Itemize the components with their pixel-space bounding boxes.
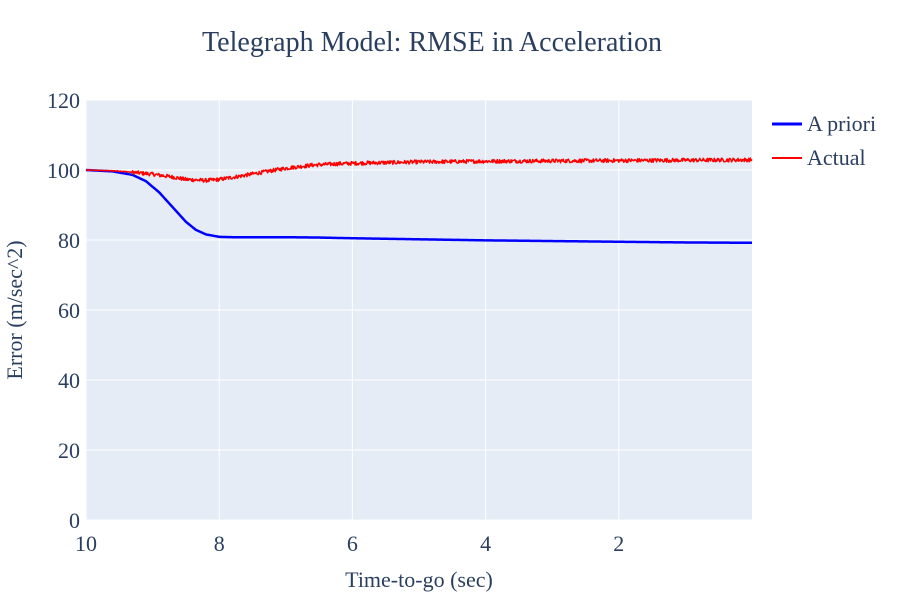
y-tick-label: 40 [58, 368, 80, 393]
x-tick-label: 4 [480, 531, 491, 556]
y-tick-label: 120 [47, 88, 80, 113]
y-tick-label: 60 [58, 298, 80, 323]
x-tick-labels: 10 8 6 4 2 [75, 531, 624, 556]
legend[interactable]: A priori Actual [772, 111, 876, 170]
y-tick-label: 0 [69, 508, 80, 533]
legend-label: Actual [807, 145, 866, 170]
y-tick-label: 80 [58, 228, 80, 253]
x-axis-title: Time-to-go (sec) [345, 567, 493, 592]
legend-item[interactable]: A priori [772, 111, 876, 136]
legend-item[interactable]: Actual [772, 145, 866, 170]
y-tick-label: 20 [58, 438, 80, 463]
series-line-a-priori [85, 168, 753, 245]
x-tick-label: 2 [613, 531, 624, 556]
y-gridlines [86, 99, 752, 521]
y-tick-labels: 0 20 40 60 80 100 120 [47, 88, 80, 533]
legend-label: A priori [807, 111, 876, 136]
chart-title: Telegraph Model: RMSE in Acceleration [202, 27, 662, 58]
x-tick-label: 8 [214, 531, 225, 556]
series-line-actual [85, 157, 753, 184]
y-axis-title: Error (m/sec^2) [2, 240, 27, 379]
y-tick-label: 100 [47, 158, 80, 183]
x-tick-label: 6 [347, 531, 358, 556]
series-lines [85, 157, 753, 245]
x-tick-label: 10 [75, 531, 97, 556]
